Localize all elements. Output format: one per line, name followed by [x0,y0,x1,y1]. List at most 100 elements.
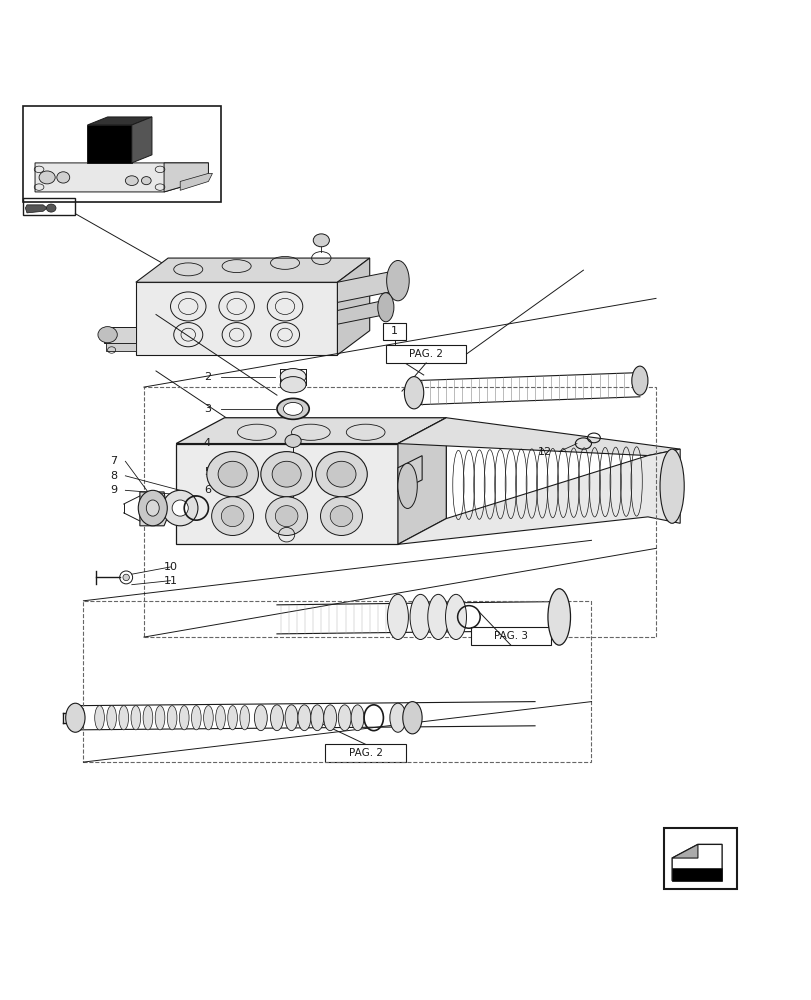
Ellipse shape [350,705,363,731]
Ellipse shape [212,497,253,535]
Polygon shape [139,492,168,526]
Ellipse shape [204,706,213,730]
Polygon shape [106,343,135,351]
Ellipse shape [283,402,303,415]
Ellipse shape [330,506,352,527]
Bar [470,627,551,645]
Ellipse shape [146,500,159,516]
Ellipse shape [286,485,299,494]
Ellipse shape [275,506,298,527]
Ellipse shape [66,703,85,732]
Text: 10: 10 [164,562,178,572]
Ellipse shape [338,705,350,731]
Polygon shape [397,449,680,544]
Ellipse shape [221,506,243,527]
Polygon shape [176,444,397,544]
Ellipse shape [285,435,301,447]
Polygon shape [278,480,307,499]
Ellipse shape [191,706,201,730]
Text: 4: 4 [204,438,211,448]
Ellipse shape [298,705,311,731]
Polygon shape [672,844,721,881]
Ellipse shape [57,172,70,183]
Ellipse shape [125,176,138,185]
Ellipse shape [547,589,570,645]
Ellipse shape [122,574,129,581]
Bar [663,828,736,889]
Polygon shape [25,205,47,213]
Polygon shape [337,270,397,302]
Bar [383,323,406,340]
Text: PAG. 3: PAG. 3 [493,631,527,641]
Ellipse shape [141,177,151,185]
Ellipse shape [631,366,647,395]
Ellipse shape [39,171,55,184]
Polygon shape [180,173,212,190]
Ellipse shape [285,705,298,731]
Text: 6: 6 [204,485,211,495]
Ellipse shape [179,706,189,730]
Ellipse shape [377,293,393,322]
Ellipse shape [659,449,684,523]
Bar [144,387,655,637]
Ellipse shape [427,594,448,640]
Ellipse shape [254,705,267,731]
Ellipse shape [118,706,128,730]
Ellipse shape [172,500,188,516]
Polygon shape [131,117,152,163]
Ellipse shape [315,452,367,497]
Ellipse shape [313,234,329,247]
Text: 11: 11 [164,576,178,586]
Ellipse shape [285,467,301,477]
Ellipse shape [324,705,337,731]
Text: 8: 8 [110,471,117,481]
Ellipse shape [95,706,105,730]
Polygon shape [104,327,135,343]
Text: 2: 2 [204,372,211,382]
Ellipse shape [260,452,312,497]
Ellipse shape [46,204,56,212]
Ellipse shape [402,702,422,734]
Ellipse shape [216,706,225,730]
Text: PAG. 2: PAG. 2 [409,349,443,359]
Ellipse shape [280,369,306,385]
Ellipse shape [98,327,117,343]
Text: PAG. 2: PAG. 2 [348,748,382,758]
Bar [385,345,466,363]
Ellipse shape [320,497,362,535]
Ellipse shape [327,461,355,487]
Ellipse shape [410,594,431,640]
Polygon shape [397,418,446,544]
Ellipse shape [218,461,247,487]
Ellipse shape [239,706,249,730]
Polygon shape [397,418,680,456]
Polygon shape [176,418,446,444]
Ellipse shape [311,705,324,731]
Ellipse shape [277,398,309,419]
Bar [325,744,406,762]
Ellipse shape [404,377,423,409]
Ellipse shape [155,706,165,730]
Bar [84,601,590,762]
Ellipse shape [389,703,406,732]
Ellipse shape [138,490,167,526]
Polygon shape [397,456,422,492]
Polygon shape [672,844,697,858]
Polygon shape [88,125,131,163]
Bar [23,106,221,202]
Ellipse shape [386,260,409,301]
Ellipse shape [107,706,116,730]
Ellipse shape [270,705,283,731]
Polygon shape [337,258,369,355]
Ellipse shape [167,706,177,730]
Polygon shape [88,117,152,125]
Text: 3: 3 [204,404,211,414]
Ellipse shape [143,706,152,730]
Polygon shape [135,258,369,282]
Ellipse shape [445,594,466,640]
Polygon shape [164,163,208,192]
Polygon shape [672,868,721,881]
Ellipse shape [131,706,140,730]
Polygon shape [337,300,385,324]
Bar [23,198,75,215]
